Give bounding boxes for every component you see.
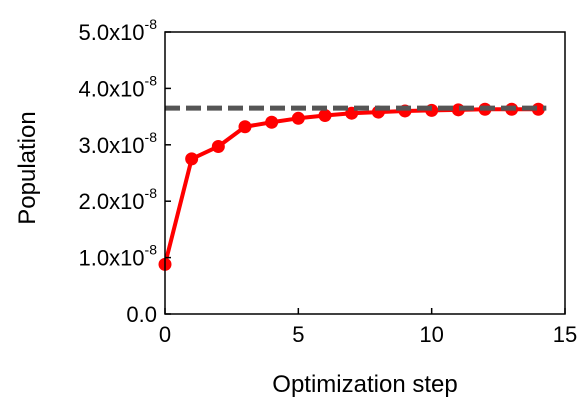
plot-frame xyxy=(164,31,566,315)
x-axis-label: Optimization step xyxy=(272,371,457,398)
series-line xyxy=(163,107,539,265)
data-point xyxy=(265,115,279,129)
y-tick-label: 0.0 xyxy=(126,302,157,327)
x-tick-label: 5 xyxy=(292,322,304,347)
y-tick-label: 2.0x10-8 xyxy=(78,185,157,214)
data-point xyxy=(291,111,305,125)
y-tick-label: 1.0x10-8 xyxy=(78,242,157,271)
data-point xyxy=(185,152,199,166)
y-tick-label: 3.0x10-8 xyxy=(78,129,157,158)
data-point xyxy=(318,108,332,122)
data-point xyxy=(238,120,252,134)
x-tick-label: 10 xyxy=(419,322,443,347)
y-tick-label: 5.0x10-8 xyxy=(78,16,157,45)
y-tick-label: 4.0x10-8 xyxy=(78,72,157,101)
data-point xyxy=(211,139,225,153)
x-tick-label: 0 xyxy=(159,322,171,347)
y-axis-label: Population xyxy=(14,111,41,224)
x-tick-label: 15 xyxy=(553,322,577,347)
